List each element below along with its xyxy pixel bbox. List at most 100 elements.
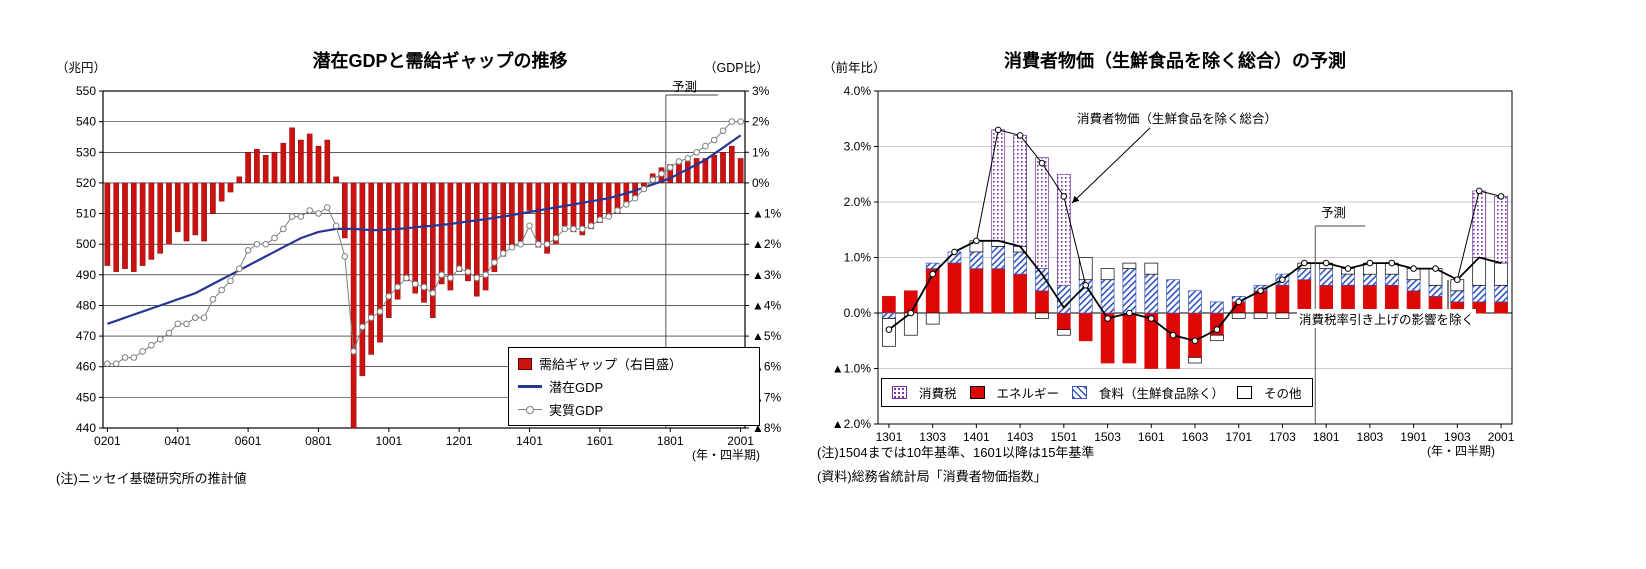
forecast-label-left: 予測 [672, 80, 698, 94]
svg-text:1001: 1001 [375, 434, 402, 448]
right-legend: 消費税 エネルギー 食料（生鮮食品除く） その他 [881, 378, 1313, 407]
svg-text:500: 500 [76, 237, 96, 251]
legend-label-real: 実質GDP [549, 403, 604, 418]
legend-label-food: 食料（生鮮食品除く） [1099, 387, 1225, 401]
svg-text:3.0%: 3.0% [844, 140, 872, 154]
legend-item-other: その他 [1237, 383, 1302, 402]
right-chart-note2: (資料)総務省統計局「消費者物価指数」 [817, 469, 1047, 484]
svg-text:510: 510 [76, 207, 96, 221]
legend-item-food: 食料（生鮮食品除く） [1072, 383, 1224, 402]
svg-text:1703: 1703 [1269, 430, 1296, 444]
svg-text:1501: 1501 [1050, 430, 1077, 444]
svg-text:490: 490 [76, 268, 96, 282]
stack-food [882, 246, 1508, 319]
cpi-total-markers [885, 126, 1505, 345]
svg-text:1601: 1601 [587, 434, 614, 448]
svg-text:4.0%: 4.0% [844, 84, 872, 98]
svg-text:2001: 2001 [727, 434, 754, 448]
legend-item-potential: 潜在GDP [518, 377, 750, 396]
svg-text:480: 480 [76, 298, 96, 312]
svg-text:1801: 1801 [1313, 430, 1340, 444]
legend-item-real: 実質GDP [518, 400, 750, 419]
svg-text:2%: 2% [752, 115, 770, 129]
svg-text:1701: 1701 [1225, 430, 1252, 444]
right-axis-unit: （GDP比） [704, 61, 769, 75]
legend-item-gap: 需給ギャップ（右目盛） [518, 354, 750, 373]
svg-text:▲3%: ▲3% [752, 268, 782, 282]
real-gdp-line-swatch [518, 405, 542, 414]
left-chart-title: 潜在GDPと需給ギャップの推移 [312, 51, 568, 71]
legend-label-other: その他 [1264, 387, 1302, 401]
other-swatch [1237, 386, 1253, 399]
cpi-plot: ▲2.0% ▲1.0% 0.0% 1.0% 2.0% 3.0% 4.0% 1301 1303 14… [832, 84, 1515, 444]
potential-line-swatch [518, 385, 542, 388]
svg-text:1401: 1401 [963, 430, 990, 444]
svg-text:1.0%: 1.0% [844, 251, 872, 265]
svg-text:1301: 1301 [876, 430, 903, 444]
svg-text:550: 550 [76, 84, 96, 98]
left-x-axis-unit: (年・四半期) [692, 448, 760, 462]
left-legend: 需給ギャップ（右目盛） 潜在GDP 実質GDP [508, 347, 760, 426]
right-x-axis-unit: (年・四半期) [1427, 444, 1495, 458]
svg-text:0801: 0801 [305, 434, 332, 448]
legend-label-gap: 需給ギャップ（右目盛） [539, 357, 683, 372]
gdp-gap-plot: 440 450 460 470 480 490 500 510 520 530 540 550 3% 2%… [76, 84, 782, 448]
legend-label-potential: 潜在GDP [549, 380, 604, 395]
svg-text:▲2.0%: ▲2.0% [832, 417, 872, 431]
svg-text:▲1.0%: ▲1.0% [832, 362, 872, 376]
svg-text:1%: 1% [752, 145, 770, 159]
left-axis-unit: （兆円） [56, 61, 107, 75]
svg-text:1903: 1903 [1444, 430, 1471, 444]
right-chart-note1: (注)1504までは10年基準、1601以降は15年基準 [817, 445, 1095, 460]
legend-item-energy: エネルギー [969, 383, 1060, 402]
svg-text:1803: 1803 [1357, 430, 1384, 444]
svg-text:460: 460 [76, 360, 96, 374]
right-chart-title: 消費者物価（生鮮食品を除く総合）の予測 [1004, 51, 1346, 71]
stack-tax [991, 129, 1508, 286]
legend-label-energy: エネルギー [996, 387, 1060, 401]
svg-text:▲1%: ▲1% [752, 207, 782, 221]
svg-text:0201: 0201 [94, 434, 121, 448]
svg-text:▲2%: ▲2% [752, 237, 782, 251]
cpi-forecast-chart: （前年比） 消費者物価（生鮮食品を除く総合）の予測 ▲2.0% ▲1.0% 0.0%… [815, 0, 1646, 569]
tax-swatch [892, 386, 907, 399]
svg-text:1401: 1401 [516, 434, 543, 448]
gdp-gap-chart: （兆円） 潜在GDPと需給ギャップの推移 （GDP比） 440 450 460 470… [0, 0, 810, 569]
svg-text:530: 530 [76, 145, 96, 159]
gap-bar-swatch [518, 357, 532, 370]
svg-text:520: 520 [76, 176, 96, 190]
svg-text:▲4%: ▲4% [752, 298, 782, 312]
svg-text:▲5%: ▲5% [752, 329, 782, 343]
svg-text:0401: 0401 [164, 434, 191, 448]
svg-text:0601: 0601 [235, 434, 262, 448]
forecast-label-right: 予測 [1321, 206, 1347, 220]
energy-swatch [969, 386, 985, 399]
cpi-line-annotation: 消費者物価（生鮮食品を除く総合） [1077, 112, 1278, 126]
real-gdp-markers [104, 118, 744, 368]
cpi-annotation-arrow [1071, 127, 1151, 204]
svg-text:450: 450 [76, 390, 96, 404]
svg-text:1901: 1901 [1400, 430, 1427, 444]
svg-text:0%: 0% [752, 176, 770, 190]
svg-text:440: 440 [76, 421, 96, 435]
svg-text:1801: 1801 [657, 434, 684, 448]
potential-gdp-line [107, 134, 742, 325]
food-swatch [1072, 386, 1088, 399]
svg-text:1603: 1603 [1182, 430, 1209, 444]
left-chart-note: (注)ニッセイ基礎研究所の推計値 [56, 471, 247, 486]
svg-text:1303: 1303 [919, 430, 946, 444]
legend-label-tax: 消費税 [919, 387, 957, 401]
svg-text:1601: 1601 [1138, 430, 1165, 444]
svg-text:1503: 1503 [1094, 430, 1121, 444]
svg-text:1403: 1403 [1007, 430, 1034, 444]
svg-text:2.0%: 2.0% [844, 195, 872, 209]
svg-text:1201: 1201 [446, 434, 473, 448]
extax-annotation: 消費税率引き上げの影響を除く [1297, 309, 1477, 328]
cpi-axis-unit: （前年比） [823, 61, 886, 75]
legend-item-tax: 消費税 [892, 383, 957, 402]
svg-text:540: 540 [76, 115, 96, 129]
svg-text:2001: 2001 [1488, 430, 1515, 444]
svg-text:3%: 3% [752, 84, 770, 98]
svg-text:470: 470 [76, 329, 96, 343]
